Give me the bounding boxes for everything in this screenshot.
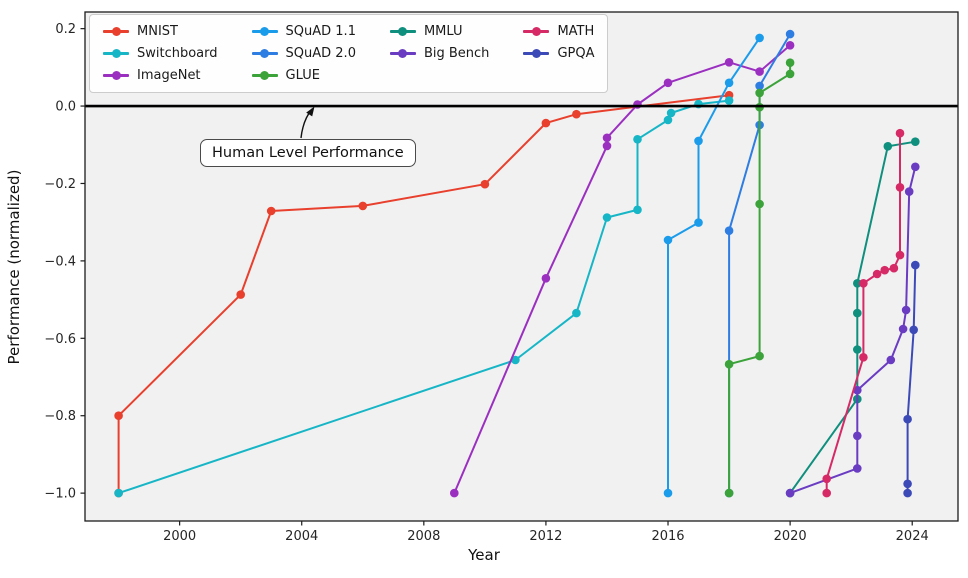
svg-text:2020: 2020 xyxy=(774,529,807,544)
human-level-annotation: Human Level Performance xyxy=(200,139,416,167)
svg-text:−0.6: −0.6 xyxy=(44,332,76,347)
svg-text:2008: 2008 xyxy=(407,529,440,544)
svg-text:0.2: 0.2 xyxy=(55,22,76,37)
legend-marker-icon xyxy=(103,48,129,60)
svg-text:−0.8: −0.8 xyxy=(44,409,76,424)
legend-item-math: MATH xyxy=(523,24,594,39)
legend-marker-icon xyxy=(103,26,129,38)
svg-text:2012: 2012 xyxy=(529,529,562,544)
legend-item-gpqa: GPQA xyxy=(523,46,594,61)
legend-marker-icon xyxy=(103,70,129,82)
legend-marker-icon xyxy=(251,48,278,60)
svg-text:0.0: 0.0 xyxy=(55,100,76,115)
legend-marker-icon xyxy=(523,26,550,38)
legend-marker-icon xyxy=(389,26,416,38)
y-axis-label: Performance (normalized) xyxy=(5,169,23,365)
svg-text:−0.2: −0.2 xyxy=(44,177,76,192)
legend-marker-icon xyxy=(251,26,278,38)
legend-item-switchboard: Switchboard xyxy=(103,46,218,61)
legend-item-imagenet: ImageNet xyxy=(103,68,218,83)
legend-label: GLUE xyxy=(285,68,320,83)
svg-text:−1.0: −1.0 xyxy=(44,487,76,502)
chart-legend: MNIST Switchboard ImageNet SQuAD 1.1 SQuAD 2… xyxy=(89,14,609,93)
legend-marker-icon xyxy=(251,70,278,82)
legend-item-glue: GLUE xyxy=(251,68,356,83)
legend-label: SQuAD 2.0 xyxy=(285,46,356,61)
legend-marker-icon xyxy=(523,48,550,60)
svg-text:2016: 2016 xyxy=(651,529,684,544)
legend-item-mnist: MNIST xyxy=(103,24,218,39)
legend-marker-icon xyxy=(389,48,416,60)
legend-item-mmlu: MMLU xyxy=(389,24,489,39)
legend-item-big-bench: Big Bench xyxy=(389,46,490,61)
annotation-arrow xyxy=(300,106,315,139)
legend-label: Big Bench xyxy=(423,46,490,61)
legend-label: SQuAD 1.1 xyxy=(285,24,356,39)
svg-text:2024: 2024 xyxy=(896,529,929,544)
legend-label: MNIST xyxy=(137,24,178,39)
svg-text:−0.4: −0.4 xyxy=(44,254,76,269)
legend-label: MATH xyxy=(557,24,595,39)
legend-label: MMLU xyxy=(423,24,463,39)
legend-label: Switchboard xyxy=(137,46,218,61)
x-axis-label: Year xyxy=(468,546,500,564)
svg-text:2004: 2004 xyxy=(285,529,318,544)
legend-label: ImageNet xyxy=(137,68,201,83)
legend-item-squad-2-0: SQuAD 2.0 xyxy=(251,46,356,61)
legend-item-squad-1-1: SQuAD 1.1 xyxy=(251,24,356,39)
legend-label: GPQA xyxy=(557,46,595,61)
svg-text:2000: 2000 xyxy=(163,529,196,544)
